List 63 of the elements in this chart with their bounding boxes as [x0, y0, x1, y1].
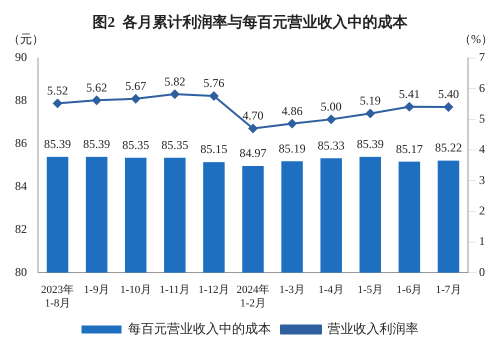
- y2-tick-label: 2: [479, 203, 485, 218]
- y2-tick-label: 0: [479, 264, 485, 279]
- x-tick-label: 1-5月: [357, 284, 384, 296]
- legend-label: 每百元营业收入中的成本: [128, 320, 271, 336]
- point: [248, 124, 258, 134]
- point: [326, 114, 336, 124]
- data-label: 5.19: [360, 94, 381, 108]
- data-label: 85.35: [161, 138, 188, 152]
- y2-tick-label: 4: [479, 142, 485, 156]
- data-label: 85.19: [278, 141, 306, 156]
- data-label: 4.70: [242, 108, 264, 123]
- point: [92, 96, 102, 105]
- chart-title: 图2 各月累计利润率与每百元营业收入中的成本: [92, 12, 408, 31]
- data-label: 5.67: [125, 78, 146, 93]
- y-tick-label: 90: [15, 50, 27, 64]
- data-label: 85.39: [44, 137, 72, 152]
- data-label: 85.22: [434, 140, 462, 155]
- data-label: 85.35: [122, 138, 150, 152]
- data-label: 84.97: [240, 146, 266, 160]
- x-tick-label: 1-6月: [396, 284, 422, 296]
- data-label: 85.17: [396, 142, 423, 156]
- point: [170, 90, 180, 99]
- x-tick-label: 1-4月: [318, 284, 344, 296]
- point: [444, 102, 453, 112]
- data-label: 4.86: [282, 104, 303, 118]
- data-label: 85.33: [318, 138, 345, 152]
- x-tick-label: 1-7月: [436, 284, 462, 296]
- legend-label: 营业收入利润率: [328, 320, 418, 336]
- data-label: 5.00: [320, 99, 342, 114]
- point: [131, 94, 140, 104]
- point: [288, 119, 297, 128]
- x-tick-label: 1-3月: [279, 284, 305, 296]
- y2-tick-label: 7: [479, 50, 485, 64]
- y2-tick-label: 3: [479, 172, 485, 187]
- y-tick-label: 82: [15, 222, 27, 236]
- x-tick-label: 2023年 1-8月: [41, 284, 74, 310]
- data-label: 5.62: [86, 80, 108, 94]
- point: [366, 108, 375, 118]
- x-tick-label: 1-12月: [198, 284, 230, 296]
- data-label: 85.39: [356, 137, 384, 152]
- data-label: 85.39: [83, 137, 110, 152]
- y-tick-label: 80: [15, 264, 27, 279]
- data-label: 5.76: [203, 76, 224, 90]
- data-label: 5.41: [398, 86, 420, 101]
- y-tick-label: 88: [15, 93, 27, 108]
- y2-tick-label: 5: [479, 111, 485, 126]
- x-tick-label: 2024年 1-2月: [236, 284, 270, 310]
- point: [53, 98, 62, 108]
- y-tick-label: 84: [15, 178, 27, 193]
- data-label: 5.40: [438, 87, 459, 102]
- x-tick-label: 1-10月: [120, 284, 152, 296]
- y2-tick-label: 6: [479, 80, 485, 95]
- y-tick-label: 86: [15, 136, 27, 150]
- data-label: 85.15: [200, 142, 228, 156]
- y2-axis-title: （%）: [459, 32, 493, 46]
- x-tick-label: 1-9月: [84, 284, 110, 296]
- x-tick-label: 1-11月: [159, 284, 190, 296]
- data-label: 5.52: [47, 84, 68, 98]
- point: [209, 92, 218, 101]
- data-label: 5.82: [164, 74, 186, 88]
- point: [404, 102, 414, 112]
- y2-tick-label: 1: [479, 234, 485, 248]
- y-axis-title: （元）: [8, 32, 44, 46]
